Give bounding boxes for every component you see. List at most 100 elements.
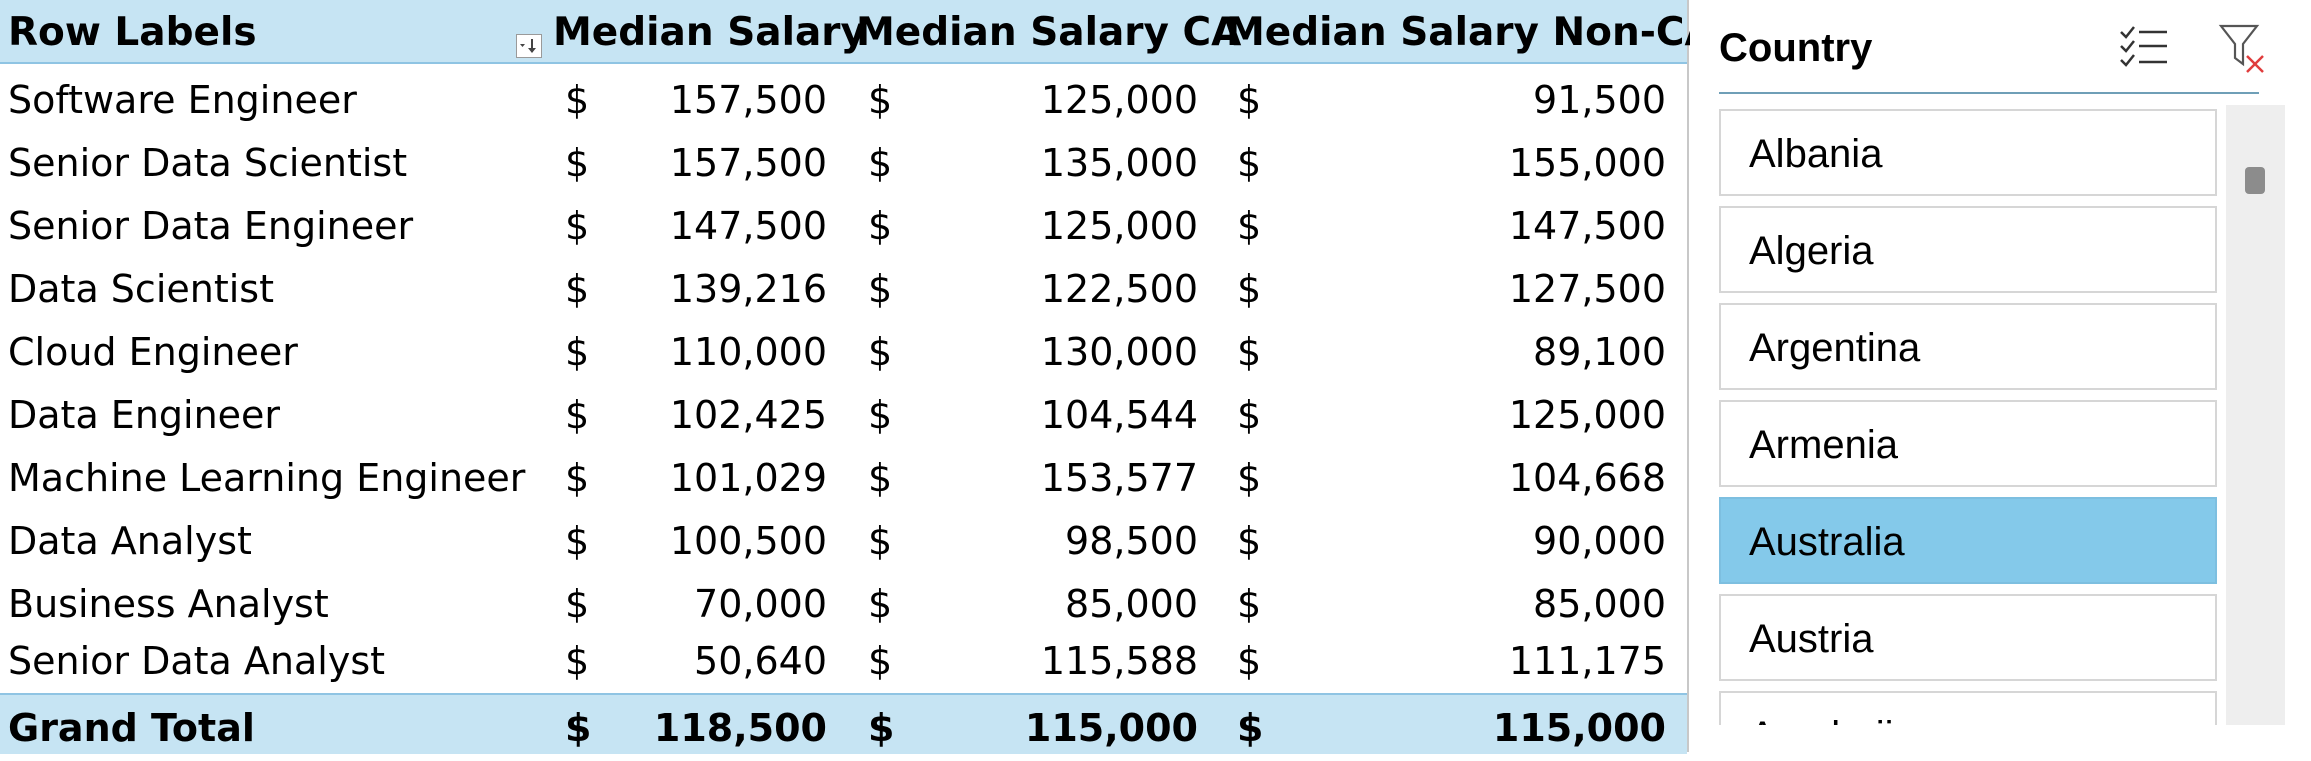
median-salary-value: 157,500 [669, 141, 827, 185]
table-row[interactable]: Data Engineer $ 102,425 $ 104,544 $ 125,… [0, 384, 1687, 447]
currency-symbol: $ [868, 639, 893, 683]
slicer-item-australia[interactable]: Australia [1719, 497, 2217, 584]
table-row[interactable]: Senior Data Analyst $ 50,640 $ 115,588 $… [0, 630, 1687, 693]
slicer-header-divider [1719, 92, 2259, 94]
slicer-item-label: Argentina [1749, 326, 1921, 370]
currency-symbol: $ [565, 393, 590, 437]
clear-filter-icon [2218, 24, 2264, 73]
row-label: Machine Learning Engineer [8, 456, 526, 500]
grand-total-row[interactable]: Grand Total $ 118,500 $ 115,000 $ 115,00… [0, 693, 1687, 754]
median-salary-ca-value: 135,000 [1040, 141, 1198, 185]
median-salary-value: 102,425 [669, 393, 827, 437]
currency-symbol: $ [1237, 330, 1262, 374]
currency-symbol: $ [565, 639, 590, 683]
currency-symbol: $ [868, 393, 893, 437]
currency-symbol: $ [868, 78, 893, 122]
row-label: Senior Data Scientist [8, 141, 408, 185]
currency-symbol: $ [1237, 519, 1262, 563]
currency-symbol: $ [565, 519, 590, 563]
currency-symbol: $ [1237, 456, 1262, 500]
table-row[interactable]: Data Scientist $ 139,216 $ 122,500 $ 127… [0, 258, 1687, 321]
median-salary-ca-value: 115,588 [1040, 639, 1198, 683]
row-label: Senior Data Analyst [8, 639, 386, 683]
slicer-item-label: Australia [1749, 520, 1905, 564]
slicer-title: Country [1719, 26, 1873, 70]
row-label: Data Analyst [8, 519, 252, 563]
currency-symbol: $ [565, 706, 592, 750]
currency-symbol: $ [1237, 582, 1262, 626]
currency-symbol: $ [1237, 706, 1264, 750]
multi-select-button[interactable] [2117, 22, 2171, 74]
sort-dropdown-icon [520, 39, 536, 53]
slicer-item-azerbaijan[interactable]: Azerbaijan [1719, 691, 2217, 725]
currency-symbol: $ [868, 706, 895, 750]
currency-symbol: $ [565, 456, 590, 500]
median-salary-value: 147,500 [669, 204, 827, 248]
currency-symbol: $ [1237, 639, 1262, 683]
median-salary-value: 50,640 [694, 639, 827, 683]
table-row[interactable]: Business Analyst $ 70,000 $ 85,000 $ 85,… [0, 573, 1687, 636]
slicer-items-list: Albania Algeria Argentina Armenia Austra… [1719, 105, 2217, 725]
median-salary-non-ca-value: 85,000 [1533, 582, 1666, 626]
median-salary-ca-value: 125,000 [1040, 78, 1198, 122]
currency-symbol: $ [868, 582, 893, 626]
currency-symbol: $ [565, 78, 590, 122]
median-salary-value: 100,500 [669, 519, 827, 563]
median-salary-non-ca-value: 127,500 [1508, 267, 1666, 311]
row-label: Cloud Engineer [8, 330, 298, 374]
currency-symbol: $ [868, 456, 893, 500]
slicer-item-label: Austria [1749, 617, 1874, 661]
grand-total-median-salary: 118,500 [653, 706, 827, 750]
slicer-scrollbar[interactable] [2226, 105, 2285, 725]
currency-symbol: $ [565, 330, 590, 374]
pivot-header-row: Row Labels Median Salary Median Salary C… [0, 0, 1715, 64]
table-row[interactable]: Data Analyst $ 100,500 $ 98,500 $ 90,000 [0, 510, 1687, 573]
median-salary-ca-value: 130,000 [1040, 330, 1198, 374]
median-salary-non-ca-value: 147,500 [1508, 204, 1666, 248]
table-row[interactable]: Software Engineer $ 157,500 $ 125,000 $ … [0, 69, 1687, 132]
slicer-item-label: Albania [1749, 132, 1883, 176]
table-row[interactable]: Senior Data Engineer $ 147,500 $ 125,000… [0, 195, 1687, 258]
table-row[interactable]: Machine Learning Engineer $ 101,029 $ 15… [0, 447, 1687, 510]
median-salary-ca-value: 98,500 [1065, 519, 1198, 563]
median-salary-value: 139,216 [669, 267, 827, 311]
slicer-item-label: Azerbaijan [1749, 693, 1938, 725]
median-salary-non-ca-value: 125,000 [1508, 393, 1666, 437]
currency-symbol: $ [868, 204, 893, 248]
slicer-item-label: Armenia [1749, 423, 1898, 467]
clear-filter-button[interactable] [2217, 22, 2271, 74]
slicer-item-label: Algeria [1749, 229, 1874, 273]
row-labels-sort-button[interactable] [516, 34, 542, 58]
currency-symbol: $ [868, 267, 893, 311]
currency-symbol: $ [868, 330, 893, 374]
slicer-item-argentina[interactable]: Argentina [1719, 303, 2217, 390]
median-salary-ca-value: 153,577 [1040, 456, 1198, 500]
median-salary-non-ca-value: 91,500 [1533, 78, 1666, 122]
slicer-item-austria[interactable]: Austria [1719, 594, 2217, 681]
currency-symbol: $ [1237, 267, 1262, 311]
table-row[interactable]: Cloud Engineer $ 110,000 $ 130,000 $ 89,… [0, 321, 1687, 384]
pivot-table: Row Labels Median Salary Median Salary C… [0, 0, 1715, 754]
row-label: Data Scientist [8, 267, 274, 311]
slicer-item-armenia[interactable]: Armenia [1719, 400, 2217, 487]
median-salary-non-ca-header: Median Salary Non-CA [1226, 10, 1715, 55]
row-label: Business Analyst [8, 582, 329, 626]
slicer-item-algeria[interactable]: Algeria [1719, 206, 2217, 293]
scrollbar-thumb[interactable] [2245, 167, 2265, 194]
currency-symbol: $ [565, 267, 590, 311]
median-salary-non-ca-value: 104,668 [1508, 456, 1666, 500]
grand-total-label: Grand Total [8, 706, 255, 750]
slicer-item-albania[interactable]: Albania [1719, 109, 2217, 196]
median-salary-value: 101,029 [669, 456, 827, 500]
table-row[interactable]: Senior Data Scientist $ 157,500 $ 135,00… [0, 132, 1687, 195]
median-salary-ca-value: 104,544 [1040, 393, 1198, 437]
currency-symbol: $ [1237, 204, 1262, 248]
currency-symbol: $ [565, 582, 590, 626]
median-salary-non-ca-value: 89,100 [1533, 330, 1666, 374]
median-salary-non-ca-value: 90,000 [1533, 519, 1666, 563]
currency-symbol: $ [565, 204, 590, 248]
currency-symbol: $ [868, 141, 893, 185]
median-salary-ca-value: 125,000 [1040, 204, 1198, 248]
currency-symbol: $ [1237, 393, 1262, 437]
median-salary-non-ca-value: 155,000 [1508, 141, 1666, 185]
